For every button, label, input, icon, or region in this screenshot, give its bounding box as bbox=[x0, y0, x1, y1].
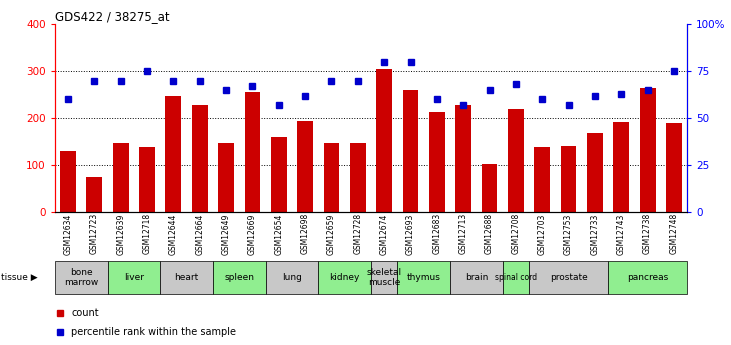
Text: GSM12659: GSM12659 bbox=[327, 213, 336, 255]
Bar bbox=[534, 147, 550, 212]
Bar bbox=[271, 137, 287, 212]
Text: GSM12639: GSM12639 bbox=[116, 213, 125, 255]
Text: GSM12718: GSM12718 bbox=[143, 213, 151, 254]
Bar bbox=[107, 261, 160, 294]
Text: count: count bbox=[71, 308, 99, 318]
Text: GSM12698: GSM12698 bbox=[300, 213, 310, 254]
Text: heart: heart bbox=[175, 273, 199, 282]
Bar bbox=[561, 146, 577, 212]
Text: GSM12693: GSM12693 bbox=[406, 213, 415, 255]
Bar bbox=[398, 261, 450, 294]
Text: GSM12688: GSM12688 bbox=[485, 213, 494, 254]
Text: GSM12669: GSM12669 bbox=[248, 213, 257, 255]
Text: GSM12748: GSM12748 bbox=[670, 213, 678, 254]
Text: GSM12738: GSM12738 bbox=[643, 213, 652, 254]
Bar bbox=[450, 261, 503, 294]
Text: GSM12654: GSM12654 bbox=[274, 213, 284, 255]
Text: bone
marrow: bone marrow bbox=[64, 268, 98, 287]
Text: GSM12728: GSM12728 bbox=[353, 213, 363, 254]
Bar bbox=[139, 147, 155, 212]
Bar bbox=[318, 261, 371, 294]
Bar bbox=[244, 92, 260, 212]
Text: kidney: kidney bbox=[330, 273, 360, 282]
Text: tissue ▶: tissue ▶ bbox=[1, 273, 38, 282]
Bar bbox=[160, 261, 213, 294]
Text: GSM12753: GSM12753 bbox=[564, 213, 573, 255]
Bar bbox=[218, 142, 234, 212]
Text: GDS422 / 38275_at: GDS422 / 38275_at bbox=[55, 10, 170, 23]
Bar bbox=[376, 69, 392, 212]
Text: GSM12649: GSM12649 bbox=[221, 213, 230, 255]
Bar bbox=[60, 151, 76, 212]
Bar bbox=[666, 123, 682, 212]
Bar bbox=[165, 96, 181, 212]
Text: percentile rank within the sample: percentile rank within the sample bbox=[71, 327, 236, 337]
Bar bbox=[113, 142, 129, 212]
Text: spinal cord: spinal cord bbox=[495, 273, 537, 282]
Text: skeletal
muscle: skeletal muscle bbox=[366, 268, 402, 287]
Text: thymus: thymus bbox=[406, 273, 441, 282]
Bar bbox=[529, 261, 608, 294]
Text: GSM12634: GSM12634 bbox=[64, 213, 72, 255]
Text: GSM12703: GSM12703 bbox=[538, 213, 547, 255]
Text: GSM12644: GSM12644 bbox=[169, 213, 178, 255]
Bar bbox=[324, 142, 339, 212]
Text: GSM12708: GSM12708 bbox=[512, 213, 520, 254]
Bar bbox=[608, 261, 687, 294]
Text: liver: liver bbox=[124, 273, 144, 282]
Bar bbox=[298, 121, 313, 212]
Text: GSM12674: GSM12674 bbox=[379, 213, 389, 255]
Text: pancreas: pancreas bbox=[627, 273, 668, 282]
Bar bbox=[587, 133, 603, 212]
Text: GSM12733: GSM12733 bbox=[591, 213, 599, 255]
Text: GSM12723: GSM12723 bbox=[90, 213, 99, 254]
Bar bbox=[403, 90, 418, 212]
Bar bbox=[429, 112, 444, 212]
Bar bbox=[213, 261, 265, 294]
Text: GSM12664: GSM12664 bbox=[195, 213, 204, 255]
Text: prostate: prostate bbox=[550, 273, 588, 282]
Bar bbox=[192, 105, 208, 212]
Bar bbox=[508, 109, 524, 212]
Text: GSM12743: GSM12743 bbox=[617, 213, 626, 255]
Bar bbox=[613, 122, 629, 212]
Text: GSM12713: GSM12713 bbox=[458, 213, 468, 254]
Bar bbox=[350, 142, 366, 212]
Text: spleen: spleen bbox=[224, 273, 254, 282]
Bar bbox=[371, 261, 398, 294]
Bar bbox=[265, 261, 318, 294]
Text: brain: brain bbox=[465, 273, 488, 282]
Bar bbox=[640, 88, 656, 212]
Bar bbox=[482, 164, 497, 212]
Bar bbox=[86, 177, 102, 212]
Bar bbox=[55, 261, 107, 294]
Bar bbox=[503, 261, 529, 294]
Text: GSM12683: GSM12683 bbox=[432, 213, 442, 254]
Text: lung: lung bbox=[282, 273, 302, 282]
Bar bbox=[455, 105, 471, 212]
